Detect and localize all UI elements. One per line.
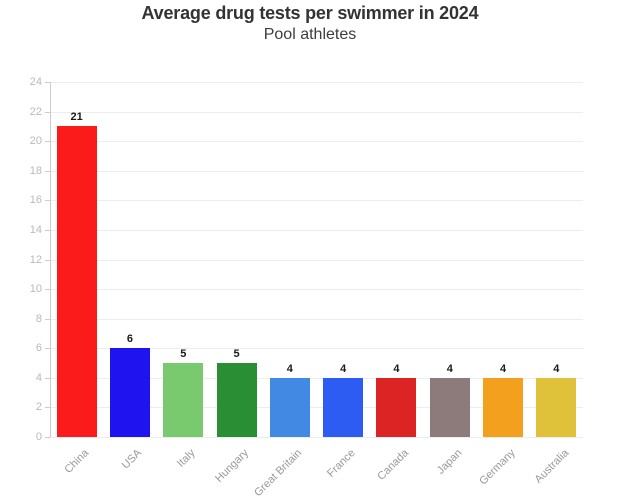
y-tick-label-14: 14 xyxy=(29,223,42,236)
bar-value-label-usa: 6 xyxy=(126,333,133,346)
y-tick-14 xyxy=(45,229,50,231)
x-axis-label-france: France xyxy=(324,447,358,480)
y-tick-label-20: 20 xyxy=(29,135,42,148)
bar-usa xyxy=(109,348,150,437)
bar-germany xyxy=(483,377,524,437)
y-tick-20 xyxy=(45,141,50,143)
bar-chart-plot-area: 0 2 4 6 8 10 12 14 16 18 20 22 24 21 China 6 USA 5 Italy 5 H… xyxy=(0,60,640,499)
gridline-6 xyxy=(50,348,583,350)
chart-subtitle: Pool athletes xyxy=(263,26,357,43)
y-tick-label-12: 12 xyxy=(29,253,42,266)
y-tick-2 xyxy=(45,407,50,409)
x-axis-label-hungary: Hungary xyxy=(213,447,252,485)
bar-value-label-china: 21 xyxy=(70,111,83,124)
y-tick-8 xyxy=(45,318,50,320)
y-tick-24 xyxy=(45,82,50,83)
bar-value-label-canada: 4 xyxy=(393,362,400,375)
bar-value-label-great-britain: 4 xyxy=(286,362,293,375)
gridline-22 xyxy=(50,111,583,113)
bar-china xyxy=(56,126,97,437)
bar-japan xyxy=(429,377,470,437)
y-tick-12 xyxy=(45,259,50,261)
y-tick-6 xyxy=(45,348,50,350)
y-tick-label-6: 6 xyxy=(35,342,42,355)
y-tick-16 xyxy=(45,200,50,202)
bar-value-label-hungary: 5 xyxy=(233,348,240,361)
gridline-2 xyxy=(50,407,583,409)
bar-value-label-australia: 4 xyxy=(553,362,560,375)
bar-france xyxy=(323,377,364,437)
y-tick-0 xyxy=(45,437,50,438)
y-tick-18 xyxy=(45,170,50,172)
gridline-14 xyxy=(50,229,583,231)
y-tick-label-2: 2 xyxy=(35,401,42,414)
y-tick-4 xyxy=(45,377,50,379)
y-tick-label-24: 24 xyxy=(29,76,42,88)
x-axis-label-china: China xyxy=(62,447,92,476)
y-tick-label-8: 8 xyxy=(35,312,42,325)
y-tick-10 xyxy=(45,289,50,291)
x-axis-label-japan: Japan xyxy=(434,447,465,477)
x-axis-label-great-britain: Great Britain xyxy=(252,447,305,499)
bar-australia xyxy=(536,377,577,437)
gridline-20 xyxy=(50,141,583,143)
bar-hungary xyxy=(216,363,257,437)
gridline-0 xyxy=(50,437,583,438)
gridline-10 xyxy=(50,289,583,291)
y-tick-22 xyxy=(45,111,50,113)
bar-value-label-germany: 4 xyxy=(499,362,507,375)
chart-title: Average drug tests per swimmer in 2024 xyxy=(141,3,479,23)
x-axis-label-canada: Canada xyxy=(375,447,411,483)
y-tick-label-4: 4 xyxy=(35,371,42,384)
gridline-12 xyxy=(50,259,583,261)
x-axis-label-germany: Germany xyxy=(477,447,518,488)
y-tick-label-10: 10 xyxy=(29,283,42,296)
y-tick-label-0: 0 xyxy=(35,431,42,443)
x-axis-label-italy: Italy xyxy=(174,447,198,470)
gridline-16 xyxy=(50,200,583,202)
bar-value-label-japan: 4 xyxy=(446,362,453,375)
bar-value-label-france: 4 xyxy=(340,362,347,375)
gridline-24 xyxy=(50,82,583,83)
x-axis-label-usa: USA xyxy=(119,447,145,472)
bar-great-britain xyxy=(269,377,310,437)
y-tick-label-16: 16 xyxy=(29,194,42,207)
gridline-4 xyxy=(50,377,583,379)
y-tick-label-22: 22 xyxy=(29,105,42,118)
bar-canada xyxy=(376,377,417,437)
x-axis-label-australia: Australia xyxy=(532,447,571,486)
gridline-8 xyxy=(50,318,583,320)
y-tick-label-18: 18 xyxy=(29,164,42,177)
bar-value-label-italy: 5 xyxy=(180,348,187,361)
gridline-18 xyxy=(50,170,583,172)
bar-italy xyxy=(163,363,204,437)
y-axis-line xyxy=(50,82,51,437)
